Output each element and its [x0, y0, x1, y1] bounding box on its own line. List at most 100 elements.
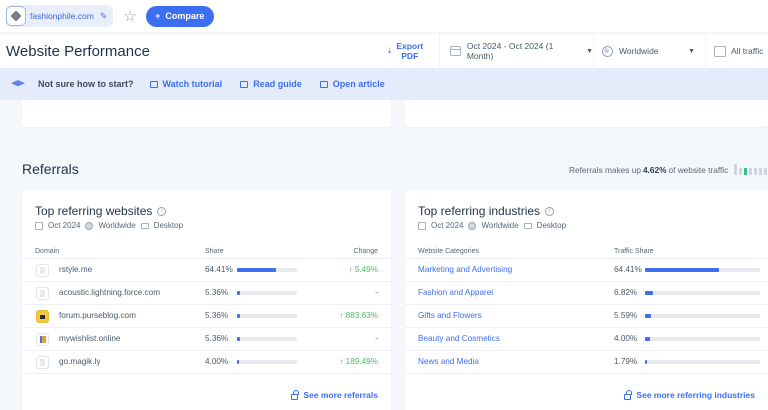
calendar-icon	[35, 221, 43, 230]
card-divider	[405, 373, 768, 374]
purse-favicon-icon	[36, 310, 49, 323]
change-value: -	[375, 288, 378, 297]
category-link[interactable]: Gifts and Flowers	[418, 311, 482, 320]
table-row[interactable]: mywishlist.online 5.36% -	[22, 327, 391, 350]
previous-card-right	[405, 100, 768, 127]
column-header-change[interactable]: Change	[353, 248, 378, 255]
site-chip[interactable]: fashionphile.com ✎	[6, 5, 114, 27]
card-title: Top referring industries i	[418, 204, 555, 218]
domain-link[interactable]: rstyle.me	[59, 265, 93, 274]
lock-icon	[624, 389, 632, 400]
read-guide-label: Read guide	[253, 79, 302, 89]
domain-link[interactable]: forum.purseblog.com	[59, 311, 136, 320]
category-link[interactable]: News and Media	[418, 357, 479, 366]
domain-link[interactable]: mywishlist.online	[59, 334, 121, 343]
meta-geo: Worldwide	[98, 221, 136, 230]
open-article-label: Open article	[332, 79, 385, 89]
share-value: 5.36%	[205, 334, 229, 343]
see-more-label: See more referrals	[303, 390, 378, 400]
top-bar: fashionphile.com ✎ ☆ + Compare	[0, 0, 768, 32]
info-icon[interactable]: i	[157, 206, 167, 216]
table-row[interactable]: acoustic.lightning.force.com 5.36% -	[22, 281, 391, 304]
card-title-text: Top referring industries	[418, 204, 541, 218]
gift-favicon-icon	[36, 333, 49, 346]
star-icon[interactable]: ☆	[123, 7, 137, 25]
table-row[interactable]: Beauty and Cosmetics 4.00%	[405, 327, 768, 350]
card-title-text: Top referring websites	[35, 204, 153, 218]
export-label-pdf: PDF	[401, 51, 419, 61]
table-row[interactable]: rstyle.me 64.41% ↑ 5.49%	[22, 258, 391, 281]
table-row[interactable]: Fashion and Apparel 6.82%	[405, 281, 768, 304]
share-bar	[645, 360, 760, 364]
share-value: 64.41%	[614, 265, 642, 274]
table-row[interactable]: Marketing and Advertising 64.41%	[405, 258, 768, 281]
share-value: 5.59%	[614, 311, 638, 320]
note-prefix: Referrals makes up	[569, 164, 641, 175]
previous-card-left	[22, 100, 391, 127]
column-header-share[interactable]: Share	[205, 248, 224, 255]
share-value: 4.00%	[614, 334, 638, 343]
change-value: ↑ 883.63%	[339, 311, 378, 320]
column-header-categories[interactable]: Website Categories	[418, 248, 479, 255]
watch-tutorial-label: Watch tutorial	[162, 79, 223, 89]
domain-link[interactable]: acoustic.lightning.force.com	[59, 288, 161, 297]
share-bar	[645, 314, 760, 318]
info-icon[interactable]: i	[545, 206, 555, 216]
help-banner: Not sure how to start? Watch tutorial Re…	[0, 68, 768, 100]
share-value: 64.41%	[205, 265, 233, 274]
site-favicon	[6, 6, 26, 26]
table-row[interactable]: go.magik.ly 4.00% ↑ 189.49%	[22, 350, 391, 373]
meta-device: Desktop	[536, 221, 567, 230]
compare-label: Compare	[165, 11, 205, 21]
domain-link[interactable]: go.magik.ly	[59, 357, 101, 366]
category-link[interactable]: Marketing and Advertising	[418, 265, 513, 274]
help-question: Not sure how to start?	[38, 79, 134, 89]
note-value: 4.62%	[642, 164, 667, 175]
page-header: Website Performance ⤓ Export PDF Oct 202…	[0, 33, 768, 69]
section-title: Referrals	[22, 161, 79, 177]
change-text: 883.63%	[345, 311, 378, 320]
see-more-industries-link[interactable]: See more referring industries	[624, 389, 755, 400]
card-meta: Oct 2024 Worldwide Desktop	[35, 221, 183, 230]
pencil-icon[interactable]: ✎	[99, 10, 108, 21]
category-link[interactable]: Beauty and Cosmetics	[418, 334, 500, 343]
table-row[interactable]: forum.purseblog.com 5.36% ↑ 883.63%	[22, 304, 391, 327]
favicon-icon	[36, 264, 49, 277]
date-range-dropdown[interactable]: Oct 2024 - Oct 2024 (1 Month) ▼	[440, 33, 594, 69]
read-guide-link[interactable]: Read guide	[240, 79, 302, 89]
industries-table: Marketing and Advertising 64.41% Fashion…	[405, 258, 768, 373]
top-referring-websites-card: Top referring websites i Oct 2024 Worldw…	[22, 190, 391, 410]
compare-button[interactable]: + Compare	[145, 5, 214, 27]
open-article-link[interactable]: Open article	[319, 79, 385, 89]
caret-down-icon: ▼	[586, 47, 593, 55]
site-name: fashionphile.com	[30, 11, 94, 21]
table-row[interactable]: Gifts and Flowers 5.59%	[405, 304, 768, 327]
column-header-traffic-share[interactable]: Traffic Share	[614, 248, 654, 255]
favicon-icon	[36, 287, 49, 300]
channel-mini-chart	[734, 164, 768, 175]
share-bar	[237, 314, 297, 318]
share-value: 5.36%	[205, 311, 229, 320]
change-text: 189.49%	[345, 357, 378, 366]
watch-tutorial-link[interactable]: Watch tutorial	[149, 79, 223, 89]
traffic-dropdown[interactable]: All traffic	[706, 45, 763, 57]
share-bar	[645, 268, 760, 272]
category-link[interactable]: Fashion and Apparel	[418, 288, 494, 297]
see-more-referrals-link[interactable]: See more referrals	[291, 389, 378, 400]
calendar-icon	[450, 46, 461, 56]
change-value: ↑ 5.49%	[348, 265, 378, 274]
share-bar	[645, 337, 760, 341]
video-icon	[149, 80, 158, 88]
meta-geo: Worldwide	[481, 221, 519, 230]
country-dropdown[interactable]: Worldwide ▼	[594, 33, 706, 69]
download-icon: ⤓	[387, 46, 392, 55]
change-value: ↑ 189.49%	[339, 357, 378, 366]
top-referring-industries-card: Top referring industries i Oct 2024 Worl…	[405, 190, 768, 410]
table-row[interactable]: News and Media 1.79%	[405, 350, 768, 373]
export-pdf-button[interactable]: ⤓ Export PDF	[372, 33, 440, 69]
calendar-icon	[418, 221, 426, 230]
globe-icon	[85, 221, 94, 230]
globe-icon	[468, 221, 477, 230]
column-header-domain[interactable]: Domain	[35, 248, 60, 255]
country-value: Worldwide	[619, 46, 659, 56]
